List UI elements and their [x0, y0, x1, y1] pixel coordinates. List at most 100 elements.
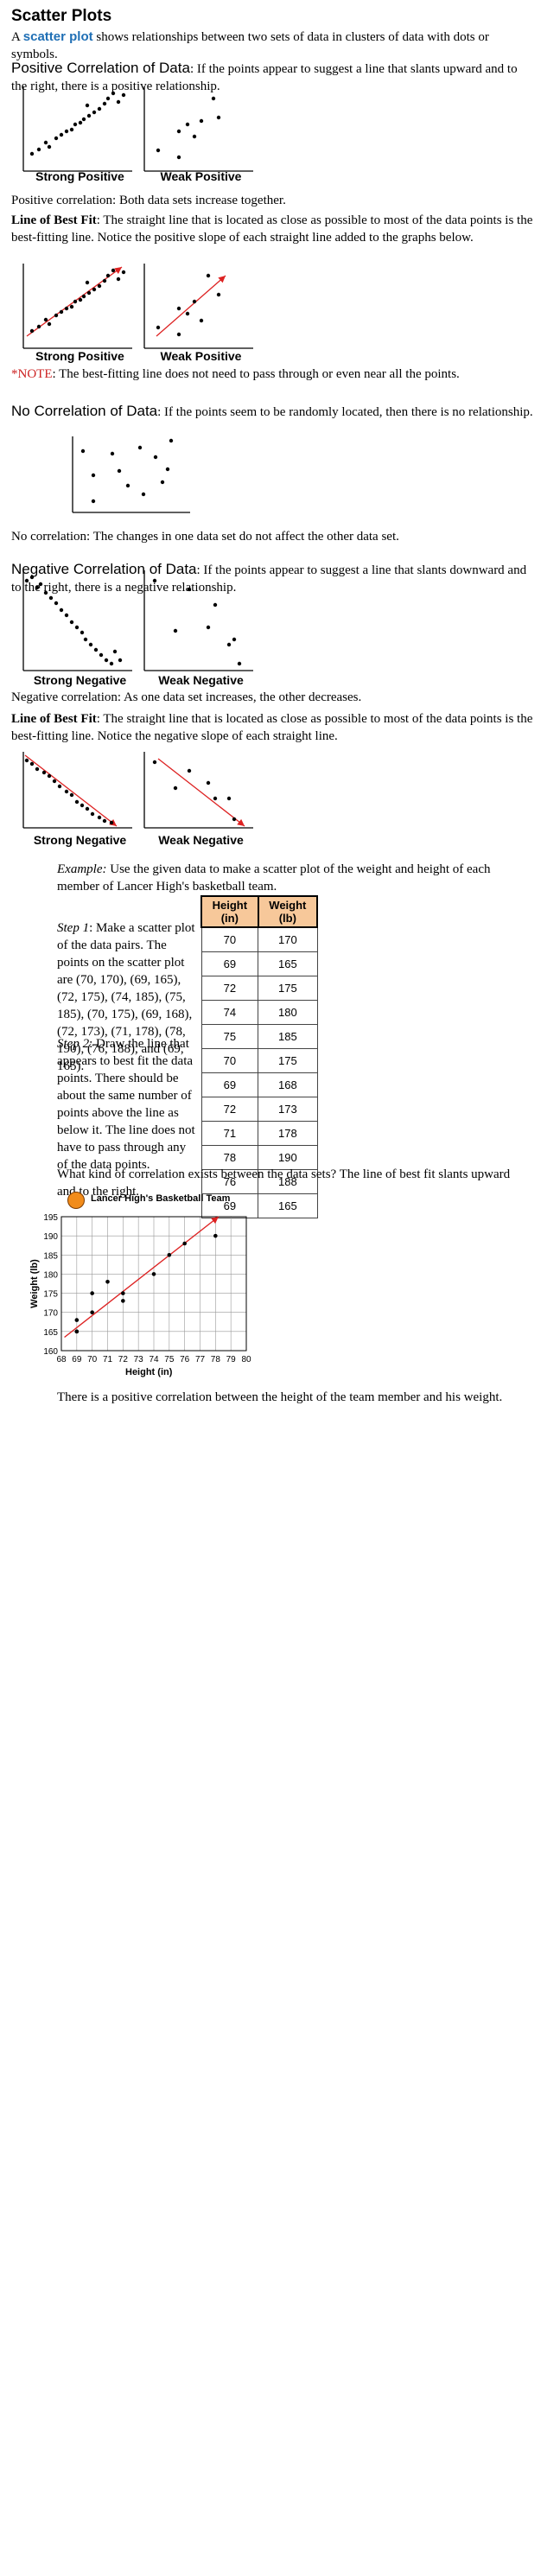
weight-cell: 178	[258, 1121, 318, 1146]
plot-point	[112, 649, 118, 654]
plot-point	[187, 768, 192, 773]
plot-point	[47, 773, 52, 779]
positive-heading: Positive Correlation of Data	[11, 60, 190, 76]
y-tick-label: 195	[43, 1213, 58, 1223]
no-correlation-plot	[72, 436, 190, 513]
plot-point	[86, 290, 92, 296]
plot-point	[80, 448, 86, 454]
plot-point	[156, 148, 161, 153]
plot-point	[74, 799, 80, 805]
plot-point	[57, 784, 62, 789]
plot-point	[29, 575, 35, 580]
plot-point	[237, 661, 242, 666]
data-point	[213, 1233, 218, 1238]
intro-pre: A	[11, 30, 23, 44]
plot-point	[81, 294, 86, 299]
positive-desc: : If the points appear to suggest a line…	[11, 62, 518, 93]
plot-point	[35, 766, 40, 772]
table-header-height: Height (in)	[200, 895, 259, 928]
height-cell: 72	[200, 976, 259, 1001]
plot-point	[102, 818, 107, 824]
plot-point	[176, 129, 181, 134]
y-tick-label: 180	[43, 1270, 58, 1280]
step1: Step 1: Make a scatter plot of the data …	[57, 919, 195, 1075]
plot-point	[110, 451, 115, 456]
plot-point	[92, 287, 97, 292]
table-row: 75 185	[200, 1024, 318, 1049]
strong-negative-fit-plot	[22, 752, 132, 829]
table-row: 72 173	[200, 1097, 318, 1122]
best-fit-arrowhead	[211, 1217, 219, 1224]
none-desc: : If the points seem to be randomly loca…	[157, 405, 533, 419]
plot-point	[29, 761, 35, 766]
plot-point	[111, 268, 116, 273]
weak-positive-fit-plot	[143, 264, 253, 349]
data-point	[90, 1310, 94, 1315]
plot-point	[69, 127, 74, 132]
plot-point	[78, 297, 83, 302]
plot-point	[29, 328, 35, 334]
table-row: 74 180	[200, 1000, 318, 1025]
weight-cell: 168	[258, 1072, 318, 1097]
strong-negative-plot	[22, 570, 132, 671]
weak-positive-label: Weak Positive	[160, 169, 242, 183]
plot-point	[43, 140, 48, 145]
data-point	[90, 1291, 94, 1295]
plot-point	[80, 803, 85, 808]
none-section: No Correlation of Data: If the points se…	[11, 403, 534, 421]
plot-point	[48, 595, 54, 601]
positive-lbf-title: Line of Best Fit	[11, 213, 97, 227]
positive-note2: *NOTE: The best-fitting line does not ne…	[11, 366, 534, 383]
data-table: Height (in) Weight (lb) 70 170 69 165 72 175 7…	[200, 895, 319, 1218]
plot-point	[80, 630, 85, 635]
arrowhead	[237, 818, 245, 826]
none-note: No correlation: The changes in one data …	[11, 530, 399, 544]
weight-cell: 170	[258, 926, 318, 952]
plot-point	[35, 585, 40, 590]
data-point	[105, 1279, 110, 1284]
plot-point	[213, 602, 218, 607]
plot-point	[36, 147, 41, 152]
plot-point	[125, 483, 130, 488]
plot-point	[86, 113, 92, 118]
plot-point	[97, 815, 102, 820]
note-text: : The best-fitting line does not need to…	[52, 367, 460, 381]
plot-point	[85, 280, 90, 285]
plot-point	[64, 789, 69, 794]
strong-positive-fit-label: Strong Positive	[35, 349, 124, 363]
example-lead: Example:	[57, 862, 107, 876]
x-tick-label: 70	[87, 1355, 98, 1364]
table-row: 69 165	[200, 951, 318, 976]
plot-point	[91, 499, 96, 504]
x-tick-label: 78	[211, 1355, 221, 1364]
negative-lbf: Line of Best Fit: The straight line that…	[11, 710, 534, 745]
none-heading: No Correlation of Data	[11, 403, 158, 419]
weak-positive-fit-label: Weak Positive	[160, 349, 242, 363]
height-cell: 74	[200, 1000, 259, 1025]
positive-section: Positive Correlation of Data: If the poi…	[11, 60, 534, 95]
plot-point	[109, 820, 114, 825]
plot-point	[88, 642, 93, 647]
plot-point	[54, 136, 59, 141]
plot-point	[232, 637, 237, 642]
plot-point	[185, 311, 190, 316]
plot-point	[24, 758, 29, 763]
plot-point	[93, 647, 99, 652]
data-point	[121, 1299, 125, 1303]
plot-point	[97, 106, 102, 111]
height-cell: 75	[200, 1024, 259, 1049]
plot-point	[199, 118, 204, 124]
plot-point	[152, 578, 157, 583]
plot-point	[54, 601, 59, 606]
height-cell: 69	[200, 951, 259, 976]
plot-point	[213, 796, 218, 801]
plot-point	[102, 278, 107, 283]
x-tick-label: 76	[180, 1355, 190, 1364]
data-point	[182, 1241, 187, 1246]
x-axis-label: Height (in)	[125, 1367, 173, 1377]
negative-desc: : If the points appear to suggest a line…	[11, 563, 527, 595]
data-point	[151, 1272, 156, 1276]
best-fit-line	[24, 754, 118, 827]
data-point	[74, 1318, 80, 1322]
plot-point	[47, 144, 52, 149]
